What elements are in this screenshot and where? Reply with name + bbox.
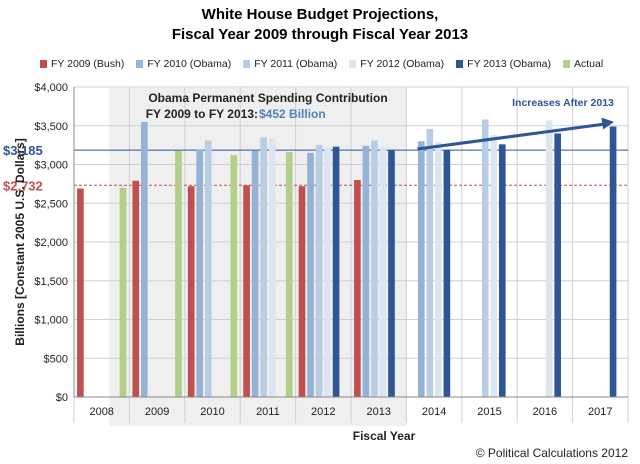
bar [204, 140, 212, 397]
y-tick-label: $500 [44, 353, 68, 365]
bar [481, 119, 489, 398]
x-tick-label: 2010 [200, 406, 224, 418]
bar [426, 128, 434, 397]
legend-label: FY 2013 (Obama) [467, 58, 552, 70]
legend-swatch [456, 60, 464, 68]
legend-item: FY 2011 (Obama) [243, 58, 337, 70]
bar [490, 135, 498, 398]
legend-item: FY 2013 (Obama) [456, 58, 551, 70]
y-tick-label: $2,500 [34, 198, 68, 210]
x-tick-label: 2011 [256, 406, 280, 418]
x-axis-label: Fiscal Year [353, 429, 416, 443]
legend-item: FY 2012 (Obama) [349, 58, 444, 70]
y-tick-label: $1,000 [34, 315, 68, 327]
x-tick-label: 2008 [89, 406, 113, 418]
bar [77, 188, 84, 397]
bar [324, 147, 331, 397]
bar [243, 185, 250, 397]
x-tick-label: 2017 [588, 406, 612, 418]
legend-item: FY 2009 (Bush) [40, 58, 124, 70]
bar [140, 121, 148, 397]
trend-arrow-line [417, 122, 607, 151]
legend-item: FY 2010 (Obama) [136, 58, 231, 70]
chart-subtitle: Fiscal Year 2009 through Fiscal Year 201… [171, 26, 469, 43]
y-tick-label: $1,500 [34, 276, 68, 288]
legend-swatch [349, 60, 357, 68]
bar [332, 146, 340, 397]
y-tick-label: $4,000 [34, 82, 68, 94]
bar [609, 126, 617, 398]
bar [196, 149, 204, 397]
legend-swatch [243, 60, 251, 68]
x-tick-label: 2013 [366, 406, 390, 418]
legend-swatch [563, 60, 571, 68]
bar [307, 152, 314, 397]
x-tick-label: 2016 [533, 406, 557, 418]
legend-swatch [40, 60, 47, 68]
bar [285, 152, 293, 397]
credit: © Political Calculations 2012 [475, 446, 628, 460]
bar [298, 186, 306, 397]
bar [435, 142, 442, 397]
arrow-label: Increases After 2013 [512, 97, 614, 109]
bar [362, 145, 370, 397]
annotation-line1: Obama Permanent Spending Contribution [148, 91, 387, 105]
trend-arrow-head [601, 117, 615, 130]
legend-item: Actual [563, 58, 603, 70]
y-tick-label: $3,500 [34, 121, 68, 133]
x-tick-label: 2012 [311, 406, 335, 418]
y-tick-label: $0 [56, 392, 68, 404]
legend-swatch [136, 60, 144, 68]
legend-label: FY 2009 (Bush) [51, 58, 125, 70]
bar [443, 149, 451, 397]
reference-label: $2,732 [3, 178, 43, 193]
bar [251, 150, 259, 397]
legend-label: Actual [574, 58, 604, 70]
bar [175, 150, 182, 397]
annotation-amount: $452 Billion [259, 107, 326, 121]
y-tick-label: $3,000 [34, 160, 68, 172]
bar [187, 186, 195, 397]
y-tick-label: $2,000 [34, 237, 68, 249]
legend-label: FY 2011 (Obama) [254, 58, 338, 70]
bar [230, 155, 238, 397]
bar [371, 140, 378, 397]
x-tick-label: 2014 [422, 406, 446, 418]
bar [498, 144, 506, 397]
bar [260, 137, 267, 397]
y-axis-label: Billions [Constant 2005 U.S. Dollars] [13, 138, 27, 345]
bar [388, 150, 395, 397]
bar [268, 138, 276, 398]
bar [315, 145, 323, 397]
reference-label: $3,185 [3, 143, 43, 158]
x-tick-label: 2009 [145, 406, 169, 418]
legend-label: FY 2010 (Obama) [147, 58, 232, 70]
bar [545, 120, 553, 397]
legend: FY 2009 (Bush) FY 2010 (Obama) FY 2011 (Ob… [40, 58, 603, 70]
bar [417, 141, 425, 397]
bar [354, 180, 361, 397]
annotation-line2: FY 2009 to FY 2013: [146, 107, 258, 121]
bar [119, 187, 127, 397]
bar [379, 147, 387, 397]
chart-title: White House Budget Projections, [201, 6, 439, 23]
bar [554, 133, 562, 397]
x-tick-label: 2015 [477, 406, 501, 418]
legend-label: FY 2012 (Obama) [360, 58, 445, 70]
bar [132, 180, 140, 397]
